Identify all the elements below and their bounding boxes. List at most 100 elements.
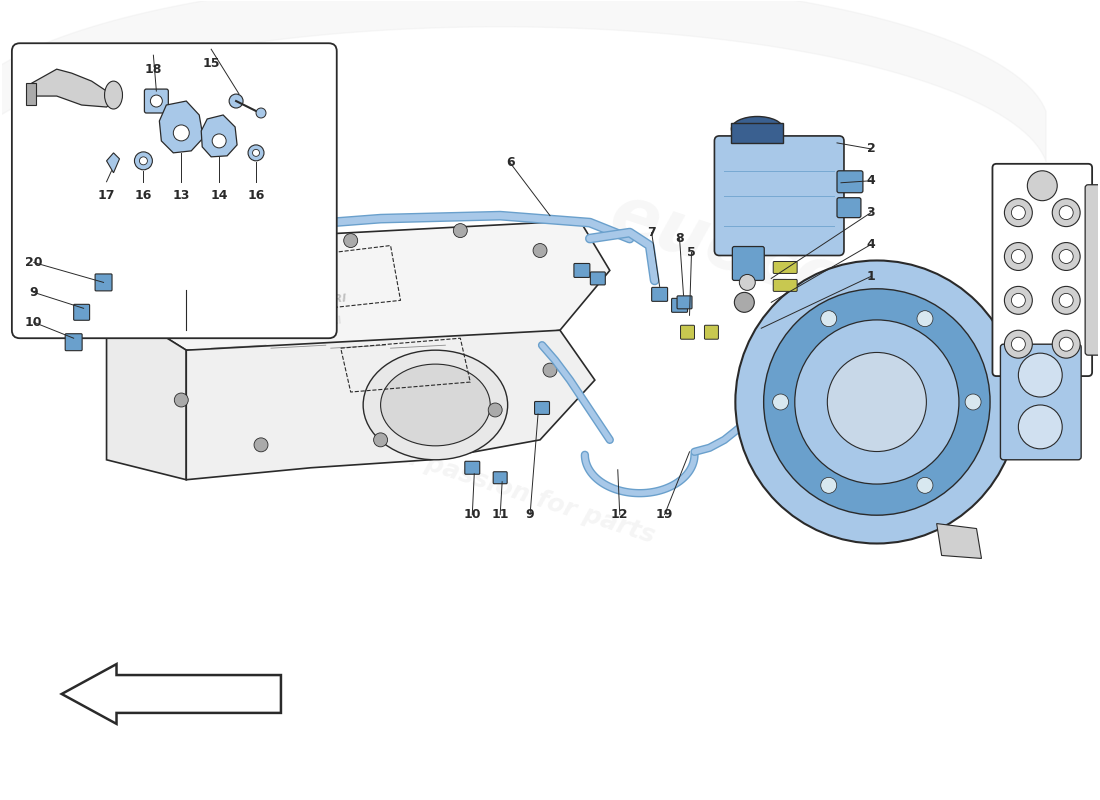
Polygon shape xyxy=(937,523,981,558)
FancyBboxPatch shape xyxy=(74,304,89,320)
Text: 19: 19 xyxy=(656,508,673,521)
Polygon shape xyxy=(30,69,117,107)
Text: 9: 9 xyxy=(526,508,535,521)
Circle shape xyxy=(1059,338,1074,351)
Text: 8: 8 xyxy=(675,232,684,245)
Circle shape xyxy=(735,292,755,312)
Circle shape xyxy=(134,152,153,170)
Circle shape xyxy=(965,394,981,410)
Ellipse shape xyxy=(732,117,783,142)
Circle shape xyxy=(151,95,163,107)
Circle shape xyxy=(534,243,547,258)
Text: FERRARI: FERRARI xyxy=(299,315,342,329)
Text: 16: 16 xyxy=(248,190,265,202)
Circle shape xyxy=(917,310,933,326)
Circle shape xyxy=(763,289,990,515)
FancyBboxPatch shape xyxy=(704,326,718,339)
Text: 17: 17 xyxy=(98,190,116,202)
Polygon shape xyxy=(107,153,120,173)
FancyBboxPatch shape xyxy=(672,298,688,312)
Circle shape xyxy=(827,353,926,451)
FancyBboxPatch shape xyxy=(1000,344,1081,460)
Circle shape xyxy=(154,274,168,287)
FancyBboxPatch shape xyxy=(837,198,861,218)
Circle shape xyxy=(1004,286,1032,314)
FancyBboxPatch shape xyxy=(992,164,1092,376)
Circle shape xyxy=(1004,198,1032,226)
Polygon shape xyxy=(201,115,238,157)
Circle shape xyxy=(1053,198,1080,226)
Circle shape xyxy=(140,157,147,165)
Circle shape xyxy=(1011,250,1025,263)
FancyBboxPatch shape xyxy=(651,287,668,302)
Circle shape xyxy=(543,363,557,377)
Circle shape xyxy=(1053,286,1080,314)
Text: 9: 9 xyxy=(30,286,38,299)
FancyBboxPatch shape xyxy=(837,170,862,193)
Text: 2: 2 xyxy=(867,142,876,155)
Text: 13: 13 xyxy=(173,190,190,202)
Text: 10: 10 xyxy=(25,316,43,329)
Text: 10: 10 xyxy=(463,508,481,521)
Text: 18: 18 xyxy=(145,62,162,76)
Text: 12: 12 xyxy=(610,508,628,521)
FancyBboxPatch shape xyxy=(681,326,694,339)
Text: 1985: 1985 xyxy=(774,354,873,414)
FancyBboxPatch shape xyxy=(535,402,550,414)
FancyBboxPatch shape xyxy=(144,89,168,113)
Text: 5: 5 xyxy=(688,246,696,259)
Circle shape xyxy=(1027,170,1057,201)
FancyBboxPatch shape xyxy=(574,263,590,278)
Polygon shape xyxy=(107,221,609,352)
Circle shape xyxy=(253,150,260,156)
Circle shape xyxy=(1011,294,1025,307)
FancyBboxPatch shape xyxy=(591,272,605,285)
FancyBboxPatch shape xyxy=(12,43,337,338)
Circle shape xyxy=(772,394,789,410)
Text: a passion for parts: a passion for parts xyxy=(398,443,658,548)
Text: FERRARI: FERRARI xyxy=(294,293,348,308)
Circle shape xyxy=(1053,242,1080,270)
Text: 15: 15 xyxy=(202,57,220,70)
Polygon shape xyxy=(107,300,186,480)
Circle shape xyxy=(1011,206,1025,220)
Circle shape xyxy=(224,254,238,267)
Circle shape xyxy=(174,393,188,407)
Circle shape xyxy=(249,145,264,161)
Circle shape xyxy=(254,438,268,452)
Circle shape xyxy=(1059,250,1074,263)
Text: 6: 6 xyxy=(506,156,515,170)
Circle shape xyxy=(1059,206,1074,220)
FancyBboxPatch shape xyxy=(65,334,82,350)
Bar xyxy=(732,123,783,143)
FancyBboxPatch shape xyxy=(465,462,480,474)
Circle shape xyxy=(1019,353,1063,397)
FancyArrow shape xyxy=(62,664,280,724)
Circle shape xyxy=(1053,330,1080,358)
Circle shape xyxy=(212,134,227,148)
Ellipse shape xyxy=(104,81,122,109)
Circle shape xyxy=(174,125,189,141)
Bar xyxy=(25,83,36,105)
Circle shape xyxy=(917,478,933,494)
FancyBboxPatch shape xyxy=(1085,185,1100,355)
Circle shape xyxy=(1011,338,1025,351)
Circle shape xyxy=(739,274,756,290)
Circle shape xyxy=(736,261,1019,543)
Circle shape xyxy=(374,433,387,447)
Text: 11: 11 xyxy=(492,508,509,521)
Circle shape xyxy=(821,310,837,326)
FancyBboxPatch shape xyxy=(773,279,798,291)
Circle shape xyxy=(795,320,959,484)
Polygon shape xyxy=(186,330,595,480)
FancyBboxPatch shape xyxy=(493,472,507,484)
Circle shape xyxy=(821,478,837,494)
Text: 20: 20 xyxy=(25,256,43,269)
FancyBboxPatch shape xyxy=(678,296,692,309)
Circle shape xyxy=(343,234,358,247)
Circle shape xyxy=(256,108,266,118)
Circle shape xyxy=(229,94,243,108)
Circle shape xyxy=(1059,294,1074,307)
Circle shape xyxy=(453,224,468,238)
FancyBboxPatch shape xyxy=(714,136,844,255)
